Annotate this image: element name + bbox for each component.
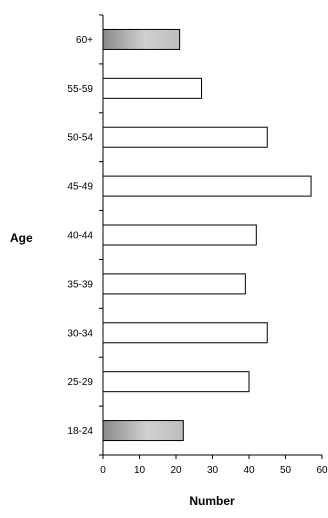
bar-60+ [102, 28, 181, 50]
y-tick-label-25-29: 25-29 [67, 377, 93, 388]
x-tick-label-30: 30 [207, 465, 219, 476]
bar-35-39 [102, 273, 246, 295]
x-ticks: 0 10 20 30 40 50 60 [100, 455, 328, 476]
bar-30-34 [102, 322, 268, 344]
bar-18-24 [102, 420, 184, 442]
x-tick-label-0: 0 [100, 465, 106, 476]
x-tick-label-40: 40 [243, 465, 255, 476]
y-tick-label-55-59: 55-59 [67, 84, 93, 95]
y-tick-label-50-54: 50-54 [67, 133, 93, 144]
x-tick-label-60: 60 [316, 465, 328, 476]
x-tick-label-50: 50 [280, 465, 292, 476]
bar-40-44 [102, 224, 257, 246]
x-tick-label-20: 20 [170, 465, 182, 476]
bar-45-49 [102, 175, 312, 197]
y-tick-label-35-39: 35-39 [67, 279, 93, 290]
y-tick-label-40-44: 40-44 [67, 231, 93, 242]
x-axis-title: Number [189, 494, 235, 508]
bar-50-54 [102, 126, 268, 148]
y-tick-label-45-49: 45-49 [67, 182, 93, 193]
y-tick-label-30-34: 30-34 [67, 328, 93, 339]
bars-layer [102, 28, 312, 442]
bar-55-59 [102, 77, 203, 99]
x-tick-label-10: 10 [134, 465, 146, 476]
y-axis-title: Age [10, 231, 33, 245]
bar-25-29 [102, 371, 250, 393]
y-tick-label-60+: 60+ [76, 35, 93, 46]
y-ticks: 18-24 25-29 30-34 35-39 40-44 45-49 50-54 55-59… [67, 14, 103, 456]
y-tick-label-18-24: 18-24 [67, 426, 93, 437]
